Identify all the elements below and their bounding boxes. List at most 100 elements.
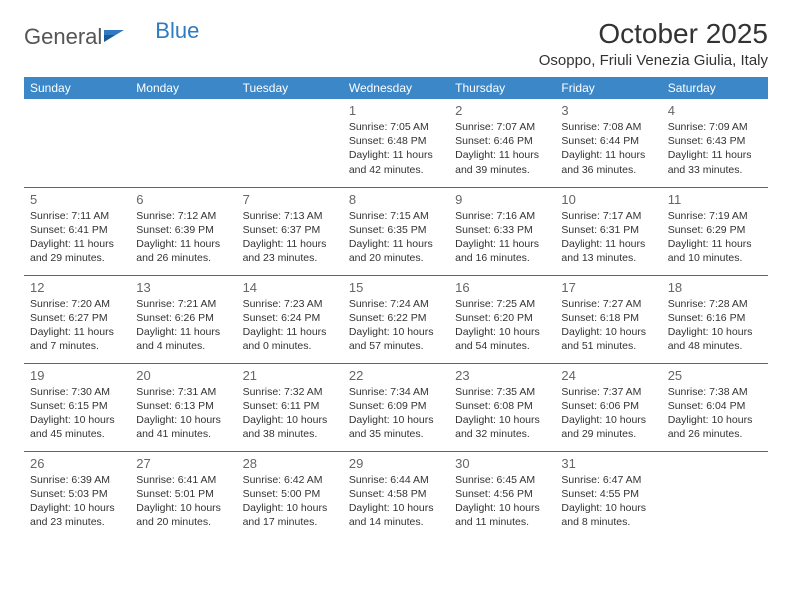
day-number: 9 [455,192,549,207]
day-number: 27 [136,456,230,471]
daylight-line1: Daylight: 10 hours [30,501,124,515]
sunset-text: Sunset: 6:20 PM [455,311,549,325]
day-header: Sunday [24,77,130,99]
calendar-row: 26 Sunrise: 6:39 AMSunset: 5:03 PMDayligh… [24,451,768,539]
day-details: Sunrise: 7:37 AMSunset: 6:06 PMDaylight:… [561,385,655,442]
sunrise-text: Sunrise: 7:23 AM [243,297,337,311]
day-number: 18 [668,280,762,295]
sunrise-text: Sunrise: 7:21 AM [136,297,230,311]
sunrise-text: Sunrise: 6:45 AM [455,473,549,487]
sunset-text: Sunset: 6:48 PM [349,134,443,148]
day-details: Sunrise: 7:35 AMSunset: 6:08 PMDaylight:… [455,385,549,442]
daylight-line2: and 42 minutes. [349,163,443,177]
day-header: Tuesday [237,77,343,99]
sunset-text: Sunset: 4:56 PM [455,487,549,501]
sunrise-text: Sunrise: 7:17 AM [561,209,655,223]
sunrise-text: Sunrise: 7:31 AM [136,385,230,399]
day-details: Sunrise: 7:25 AMSunset: 6:20 PMDaylight:… [455,297,549,354]
calendar-cell: 11Sunrise: 7:19 AMSunset: 6:29 PMDayligh… [662,187,768,275]
day-header: Wednesday [343,77,449,99]
month-title: October 2025 [539,18,768,50]
calendar-cell: 31Sunrise: 6:47 AMSunset: 4:55 PMDayligh… [555,451,661,539]
day-details: Sunrise: 6:41 AMSunset: 5:01 PMDaylight:… [136,473,230,530]
day-number: 2 [455,103,549,118]
daylight-line2: and 29 minutes. [30,251,124,265]
daylight-line2: and 10 minutes. [668,251,762,265]
sunset-text: Sunset: 6:15 PM [30,399,124,413]
day-header-row: Sunday Monday Tuesday Wednesday Thursday… [24,77,768,99]
calendar-row: 12Sunrise: 7:20 AMSunset: 6:27 PMDayligh… [24,275,768,363]
daylight-line1: Daylight: 10 hours [349,325,443,339]
day-number: 31 [561,456,655,471]
logo: General Blue [24,18,199,50]
calendar-cell: 28Sunrise: 6:42 AMSunset: 5:00 PMDayligh… [237,451,343,539]
title-block: October 2025 Osoppo, Friuli Venezia Giul… [539,18,768,69]
daylight-line1: Daylight: 11 hours [455,237,549,251]
sunset-text: Sunset: 6:41 PM [30,223,124,237]
calendar-body: 1 Sunrise: 7:05 AMSunset: 6:48 PM Daylight… [24,99,768,539]
calendar-cell: 8Sunrise: 7:15 AMSunset: 6:35 PMDaylight… [343,187,449,275]
calendar-cell: 22Sunrise: 7:34 AMSunset: 6:09 PMDayligh… [343,363,449,451]
daylight-line2: and 54 minutes. [455,339,549,353]
daylight-line2: and 57 minutes. [349,339,443,353]
calendar-cell [237,99,343,187]
sunset-text: Sunset: 5:00 PM [243,487,337,501]
daylight-line1: Daylight: 10 hours [243,413,337,427]
sunrise-text: Sunrise: 7:32 AM [243,385,337,399]
calendar-cell: 16Sunrise: 7:25 AMSunset: 6:20 PMDayligh… [449,275,555,363]
day-details: Sunrise: 6:39 AMSunset: 5:03 PMDaylight:… [30,473,124,530]
day-details: Sunrise: 7:15 AMSunset: 6:35 PMDaylight:… [349,209,443,266]
daylight-line1: Daylight: 11 hours [243,237,337,251]
daylight-line1: Daylight: 10 hours [136,413,230,427]
calendar-cell: 26 Sunrise: 6:39 AMSunset: 5:03 PMDayligh… [24,451,130,539]
sunset-text: Sunset: 6:06 PM [561,399,655,413]
calendar-page: General Blue October 2025 Osoppo, Friuli… [0,0,792,539]
daylight-line2: and 23 minutes. [243,251,337,265]
calendar-cell: 5Sunrise: 7:11 AMSunset: 6:41 PMDaylight… [24,187,130,275]
daylight-line1: Daylight: 11 hours [243,325,337,339]
day-number: 23 [455,368,549,383]
calendar-cell: 21Sunrise: 7:32 AMSunset: 6:11 PMDayligh… [237,363,343,451]
day-details: Sunrise: 7:11 AMSunset: 6:41 PMDaylight:… [30,209,124,266]
day-details: Sunrise: 7:16 AMSunset: 6:33 PMDaylight:… [455,209,549,266]
day-details: Sunrise: 7:38 AMSunset: 6:04 PMDaylight:… [668,385,762,442]
sunset-text: Sunset: 6:31 PM [561,223,655,237]
calendar-cell: 4Sunrise: 7:09 AMSunset: 6:43 PMDaylight… [662,99,768,187]
calendar-cell: 1Sunrise: 7:05 AMSunset: 6:48 PMDaylight… [343,99,449,187]
sunset-text: Sunset: 4:55 PM [561,487,655,501]
sunset-text: Sunset: 6:29 PM [668,223,762,237]
day-header: Thursday [449,77,555,99]
day-number: 26 [30,456,124,471]
daylight-line1: Daylight: 10 hours [136,501,230,515]
day-number: 3 [561,103,655,118]
sunset-text: Sunset: 6:44 PM [561,134,655,148]
daylight-line2: and 26 minutes. [136,251,230,265]
daylight-line2: and 20 minutes. [136,515,230,529]
day-details: Sunrise: 7:13 AMSunset: 6:37 PMDaylight:… [243,209,337,266]
calendar-cell: 19Sunrise: 7:30 AMSunset: 6:15 PMDayligh… [24,363,130,451]
sunrise-text: Sunrise: 7:25 AM [455,297,549,311]
calendar-cell: 23 Sunrise: 7:35 AMSunset: 6:08 PMDayligh… [449,363,555,451]
daylight-line2: and 35 minutes. [349,427,443,441]
calendar-cell: 12Sunrise: 7:20 AMSunset: 6:27 PMDayligh… [24,275,130,363]
calendar-cell [662,451,768,539]
sunset-text: Sunset: 5:01 PM [136,487,230,501]
sunrise-text: Sunrise: 7:05 AM [349,120,443,134]
page-header: General Blue October 2025 Osoppo, Friuli… [24,18,768,69]
daylight-line1: Daylight: 10 hours [561,413,655,427]
daylight-line1: Daylight: 11 hours [455,148,549,162]
daylight-line1: Daylight: 11 hours [668,148,762,162]
day-number: 4 [668,103,762,118]
daylight-line2: and 11 minutes. [455,515,549,529]
day-number: 1 [349,103,443,118]
day-details: Sunrise: 7:30 AMSunset: 6:15 PMDaylight:… [30,385,124,442]
logo-flag-icon [104,24,126,50]
calendar-cell: 6Sunrise: 7:12 AMSunset: 6:39 PMDaylight… [130,187,236,275]
daylight-line2: and 26 minutes. [668,427,762,441]
sunrise-text: Sunrise: 7:24 AM [349,297,443,311]
day-details: Sunrise: 7:31 AMSunset: 6:13 PMDaylight:… [136,385,230,442]
sunrise-text: Sunrise: 7:11 AM [30,209,124,223]
day-number: 20 [136,368,230,383]
day-number: 11 [668,192,762,207]
daylight-line2: and 14 minutes. [349,515,443,529]
